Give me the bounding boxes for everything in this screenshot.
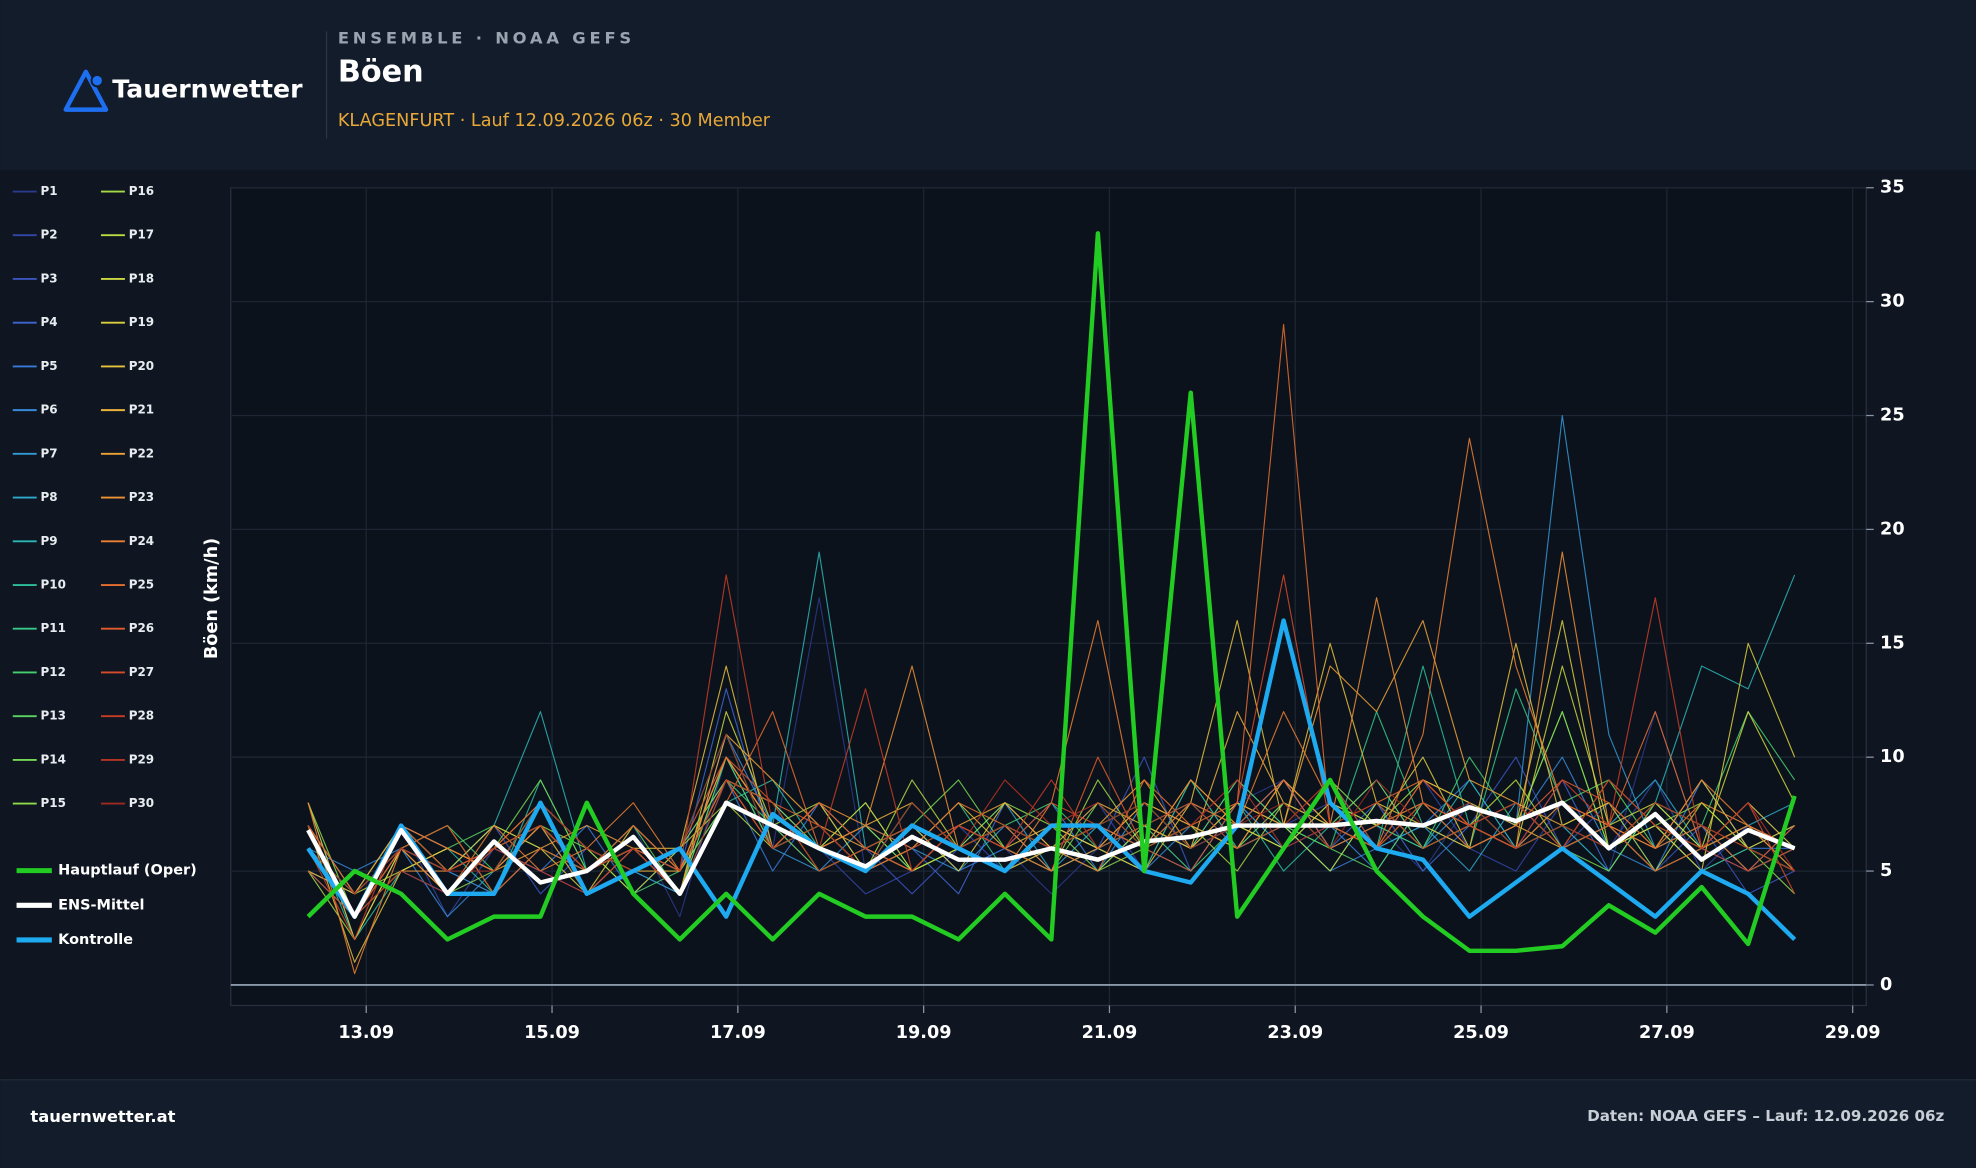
x-tick-label: 29.09: [1825, 1023, 1881, 1043]
y-tick-label: 10: [1880, 747, 1905, 767]
legend-label: P12: [40, 665, 65, 679]
x-tick-label: 17.09: [710, 1023, 766, 1043]
y-tick-label: 25: [1880, 406, 1905, 426]
legend-label: P21: [129, 403, 154, 417]
logo: [63, 69, 109, 112]
y-tick-label: 5: [1880, 861, 1892, 881]
legend-label: P26: [129, 621, 154, 635]
legend-label: P14: [40, 752, 65, 766]
legend-label: P5: [40, 359, 57, 373]
chart-title: Böen: [338, 55, 424, 90]
legend-label: P23: [129, 490, 154, 504]
legend-label: P1: [40, 184, 57, 198]
legend-label: P11: [40, 621, 65, 635]
legend-label: P6: [40, 403, 57, 417]
y-tick-label: 35: [1880, 178, 1905, 198]
x-tick-label: 21.09: [1082, 1023, 1138, 1043]
legend-label: P29: [129, 752, 154, 766]
legend-label: P18: [129, 271, 154, 285]
y-tick-label: 0: [1880, 975, 1892, 995]
footer-left: tauernwetter.at: [30, 1107, 175, 1126]
x-tick-label: 19.09: [896, 1023, 952, 1043]
x-tick-label: 25.09: [1453, 1023, 1509, 1043]
kicker: ENSEMBLE · NOAA GEFS: [338, 29, 635, 48]
subtitle: KLAGENFURT · Lauf 12.09.2026 06z · 30 Me…: [338, 111, 771, 131]
legend-label: P19: [129, 315, 154, 329]
x-tick-label: 13.09: [338, 1023, 394, 1043]
y-axis-label: Böen (km/h): [202, 538, 222, 659]
legend-label: ENS-Mittel: [58, 897, 144, 913]
plot: 13.09 15.09 17.09 19.09 21.09 23.09 25.09 27.09…: [230, 178, 1905, 1043]
footer: [0, 1079, 1976, 1168]
legend-label: P10: [40, 578, 65, 592]
plot-area: [230, 187, 1867, 1007]
x-tick-label: 23.09: [1267, 1023, 1323, 1043]
y-tick-label: 20: [1880, 519, 1905, 539]
legend-label: P8: [40, 490, 57, 504]
logo-dot: [90, 74, 104, 88]
main-line: [306, 231, 1797, 953]
legend-label: P22: [129, 446, 154, 460]
legend-label: P16: [129, 184, 154, 198]
legend-label: P13: [40, 709, 65, 723]
brand: Tauernwetter: [112, 75, 303, 104]
legend-label: P30: [129, 796, 154, 810]
legend-label: P27: [129, 665, 154, 679]
legend-label: P17: [129, 228, 154, 242]
legend-label: P3: [40, 271, 57, 285]
legend-label: P15: [40, 796, 65, 810]
legend-label: Kontrolle: [58, 932, 133, 948]
x-tick-label: 15.09: [524, 1023, 580, 1043]
legend-label: P7: [40, 446, 57, 460]
header: [0, 0, 1976, 171]
y-tick-label: 15: [1880, 633, 1905, 653]
legend-label: P2: [40, 228, 57, 242]
legend-label: P20: [129, 359, 154, 373]
legend-label: P4: [40, 315, 57, 329]
legend-label: P28: [129, 709, 154, 723]
legend-label: P9: [40, 534, 57, 548]
y-tick-label: 30: [1880, 292, 1905, 312]
main-line: [306, 618, 1797, 942]
legend-label: Hauptlauf (Oper): [58, 863, 197, 879]
legend-label: P24: [129, 534, 154, 548]
x-tick-label: 27.09: [1639, 1023, 1695, 1043]
legend-label: P25: [129, 578, 154, 592]
footer-right: Daten: NOAA GEFS – Lauf: 12.09.2026 06z: [1587, 1107, 1944, 1125]
